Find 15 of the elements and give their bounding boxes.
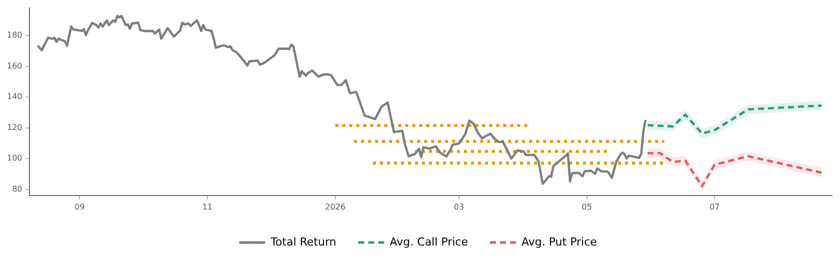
x-tick-label: 11 <box>202 202 213 212</box>
y-tick-label: 80 <box>12 184 22 194</box>
y-tick-label: 140 <box>6 92 22 102</box>
y-tick-label: 120 <box>6 122 22 132</box>
y-tick-label: 100 <box>6 154 22 163</box>
legend-label: Avg. Call Price <box>390 235 468 248</box>
x-tick-label: 03 <box>454 202 464 212</box>
x-tick-label: 2026 <box>325 202 346 212</box>
y-tick-label: 180 <box>6 30 22 40</box>
legend-label: Avg. Put Price <box>522 235 598 248</box>
y-tick-label: 160 <box>6 61 22 70</box>
x-tick-label: 07 <box>710 202 720 212</box>
x-tick-label: 09 <box>74 202 85 212</box>
legend-label: Total Return <box>270 235 336 248</box>
x-tick-label: 05 <box>582 202 592 212</box>
